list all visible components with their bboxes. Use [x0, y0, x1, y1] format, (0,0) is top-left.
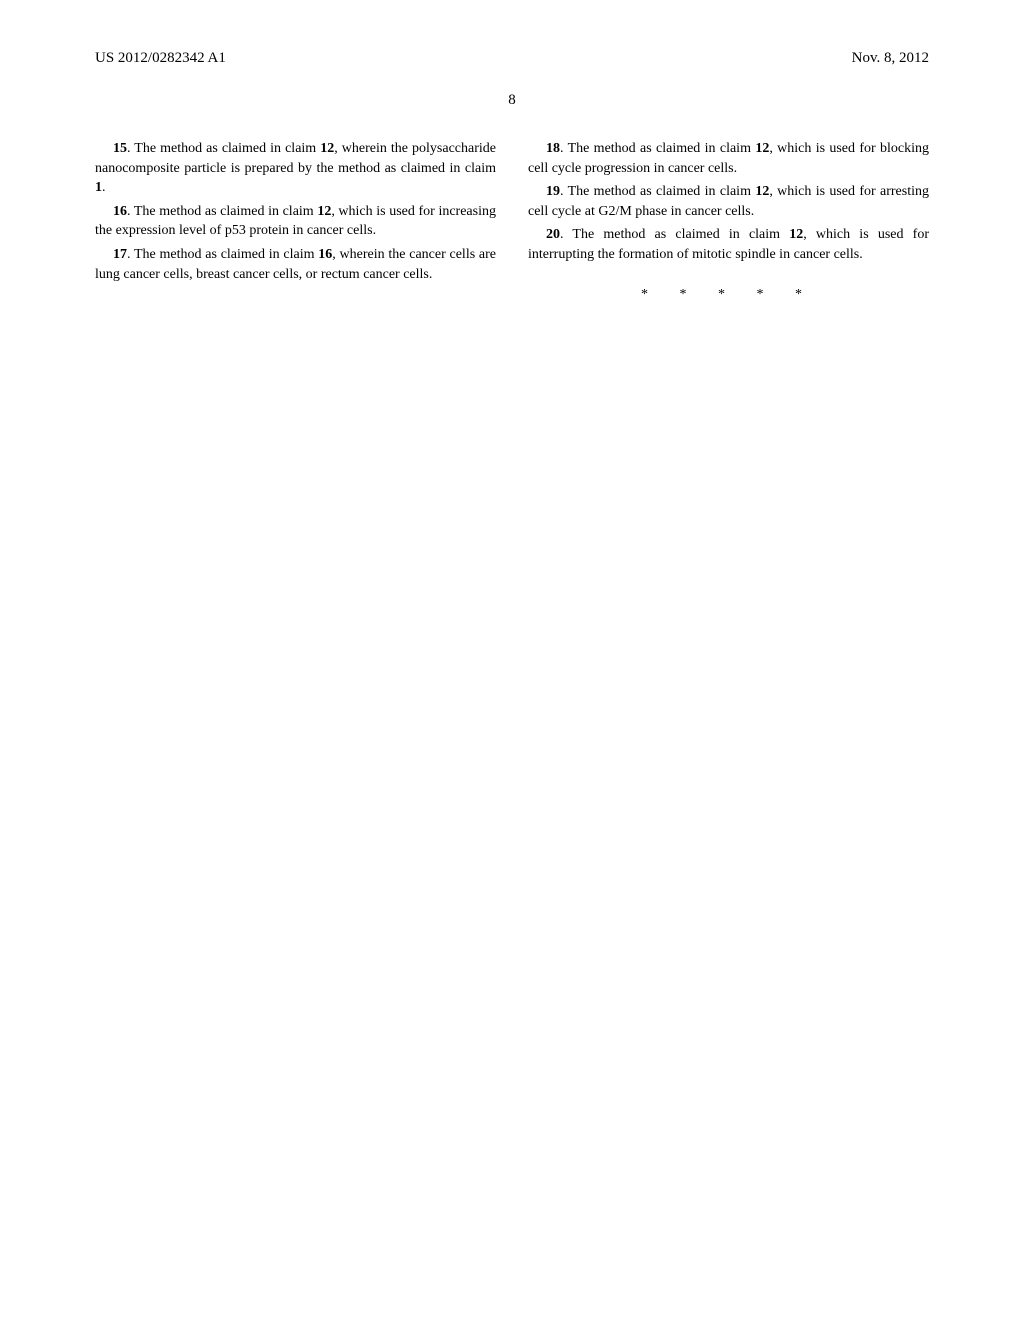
claim-text: . The method as claimed in claim	[560, 227, 789, 242]
claim-16: 16. The method as claimed in claim 12, w…	[95, 202, 496, 241]
claim-number: 15	[113, 141, 127, 156]
page-header: US 2012/0282342 A1 Nov. 8, 2012	[0, 0, 1024, 67]
claim-ref: 12	[317, 204, 331, 219]
claim-18: 18. The method as claimed in claim 12, w…	[528, 139, 929, 178]
claim-ref: 16	[318, 247, 332, 262]
claim-number: 19	[546, 184, 560, 199]
claim-text: . The method as claimed in claim	[560, 184, 755, 199]
claim-text: .	[102, 180, 106, 195]
claim-20: 20. The method as claimed in claim 12, w…	[528, 225, 929, 264]
claim-17: 17. The method as claimed in claim 16, w…	[95, 245, 496, 284]
right-column: 18. The method as claimed in claim 12, w…	[528, 139, 929, 304]
claim-number: 18	[546, 141, 560, 156]
claim-number: 16	[113, 204, 127, 219]
end-marks: * * * * *	[528, 285, 929, 305]
claim-ref: 12	[320, 141, 334, 156]
claim-number: 20	[546, 227, 560, 242]
claim-text: . The method as claimed in claim	[127, 247, 318, 262]
claim-15: 15. The method as claimed in claim 12, w…	[95, 139, 496, 198]
claim-text: . The method as claimed in claim	[127, 204, 317, 219]
publication-date: Nov. 8, 2012	[852, 50, 929, 67]
claim-number: 17	[113, 247, 127, 262]
content-columns: 15. The method as claimed in claim 12, w…	[0, 109, 1024, 304]
left-column: 15. The method as claimed in claim 12, w…	[95, 139, 496, 304]
document-number: US 2012/0282342 A1	[95, 50, 226, 67]
claim-ref: 12	[755, 184, 769, 199]
page-number: 8	[0, 92, 1024, 109]
claim-ref: 12	[789, 227, 803, 242]
claim-ref: 1	[95, 180, 102, 195]
claim-text: . The method as claimed in claim	[560, 141, 755, 156]
claim-ref: 12	[755, 141, 769, 156]
claim-text: . The method as claimed in claim	[127, 141, 320, 156]
claim-19: 19. The method as claimed in claim 12, w…	[528, 182, 929, 221]
